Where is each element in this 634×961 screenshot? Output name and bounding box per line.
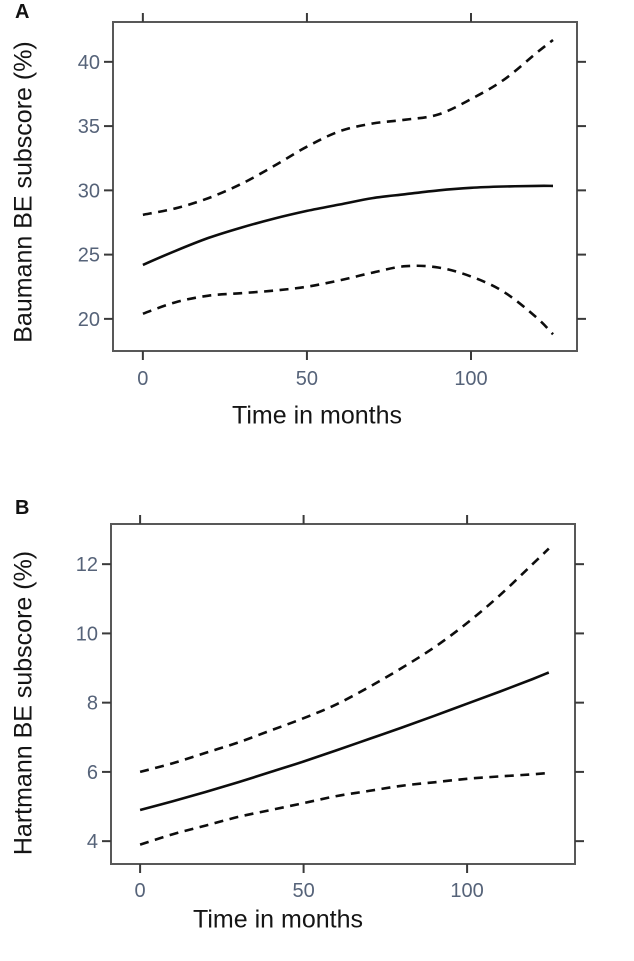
panel-a-upper-ci-line [142,38,554,217]
x-tick-label: 0 [135,880,146,902]
y-tick-label: 4 [87,831,98,853]
y-tick-label: 25 [78,245,100,267]
y-tick-label: 20 [78,309,100,331]
panel-a-plot-box [112,21,578,352]
panel-a-plot: 0 50 100 20 25 30 35 40 [78,13,586,390]
y-tick-label: 6 [87,762,98,784]
panel-b-plot-box [110,523,576,865]
y-tick-label: 40 [78,52,100,74]
y-tick-label: 10 [76,623,98,645]
panel-b-label: B [15,497,30,519]
panel-b-upper-ci-line [139,547,550,774]
panel-b-lower-ci-line [139,771,549,846]
x-tick-label: 50 [296,368,318,390]
panel-b-mean-line [139,671,550,812]
y-tick-label: 8 [87,693,98,715]
panel-a-x-axis-title: Time in months [232,401,402,430]
panel-a-label: A [15,1,30,23]
panel-b-plot: 0 50 100 4 6 8 10 12 [76,515,584,902]
y-tick-label: 12 [76,554,98,576]
x-tick-label: 100 [450,880,483,902]
x-tick-label: 100 [454,368,487,390]
panel-a-mean-line [142,184,554,267]
x-tick-label: 0 [137,368,148,390]
panel-b-x-axis-title: Time in months [193,905,363,934]
x-tick-label: 50 [292,880,314,902]
y-tick-label: 30 [78,180,100,202]
panel-a-lower-ci-line [142,264,554,336]
y-tick-label: 35 [78,116,100,138]
